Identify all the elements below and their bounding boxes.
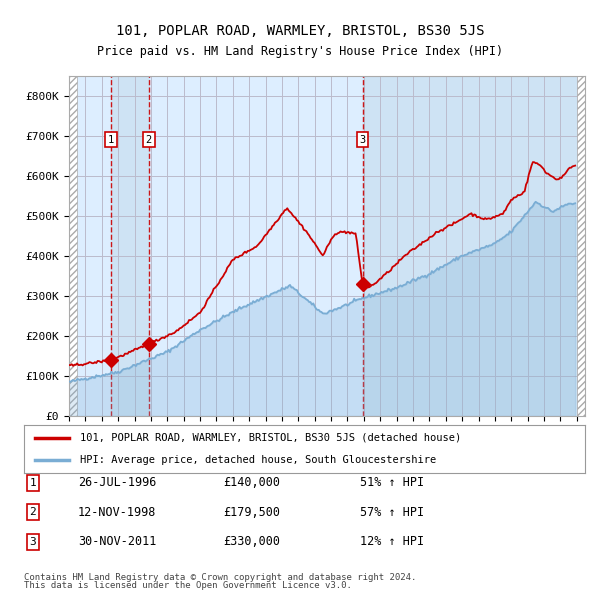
Text: Contains HM Land Registry data © Crown copyright and database right 2024.: Contains HM Land Registry data © Crown c… xyxy=(24,572,416,582)
Bar xyxy=(111,76,149,416)
Text: 101, POPLAR ROAD, WARMLEY, BRISTOL, BS30 5JS: 101, POPLAR ROAD, WARMLEY, BRISTOL, BS30… xyxy=(116,24,484,38)
Text: 30-NOV-2011: 30-NOV-2011 xyxy=(78,535,156,548)
Bar xyxy=(362,76,577,416)
Text: 1: 1 xyxy=(108,135,114,145)
Text: £330,000: £330,000 xyxy=(223,535,281,548)
Text: HPI: Average price, detached house, South Gloucestershire: HPI: Average price, detached house, Sout… xyxy=(80,455,436,465)
Polygon shape xyxy=(69,76,77,416)
Text: £140,000: £140,000 xyxy=(223,476,281,489)
Text: £179,500: £179,500 xyxy=(223,506,281,519)
Text: 3: 3 xyxy=(359,135,365,145)
Text: 1: 1 xyxy=(29,478,37,487)
Text: 12-NOV-1998: 12-NOV-1998 xyxy=(78,506,156,519)
Text: 2: 2 xyxy=(146,135,152,145)
Text: 12% ↑ HPI: 12% ↑ HPI xyxy=(360,535,424,548)
Text: 26-JUL-1996: 26-JUL-1996 xyxy=(78,476,156,489)
Text: 101, POPLAR ROAD, WARMLEY, BRISTOL, BS30 5JS (detached house): 101, POPLAR ROAD, WARMLEY, BRISTOL, BS30… xyxy=(80,433,461,443)
Text: Price paid vs. HM Land Registry's House Price Index (HPI): Price paid vs. HM Land Registry's House … xyxy=(97,45,503,58)
Text: 3: 3 xyxy=(29,537,37,546)
Text: This data is licensed under the Open Government Licence v3.0.: This data is licensed under the Open Gov… xyxy=(24,581,352,590)
Text: 51% ↑ HPI: 51% ↑ HPI xyxy=(360,476,424,489)
Text: 57% ↑ HPI: 57% ↑ HPI xyxy=(360,506,424,519)
Text: 2: 2 xyxy=(29,507,37,517)
Polygon shape xyxy=(577,76,585,416)
